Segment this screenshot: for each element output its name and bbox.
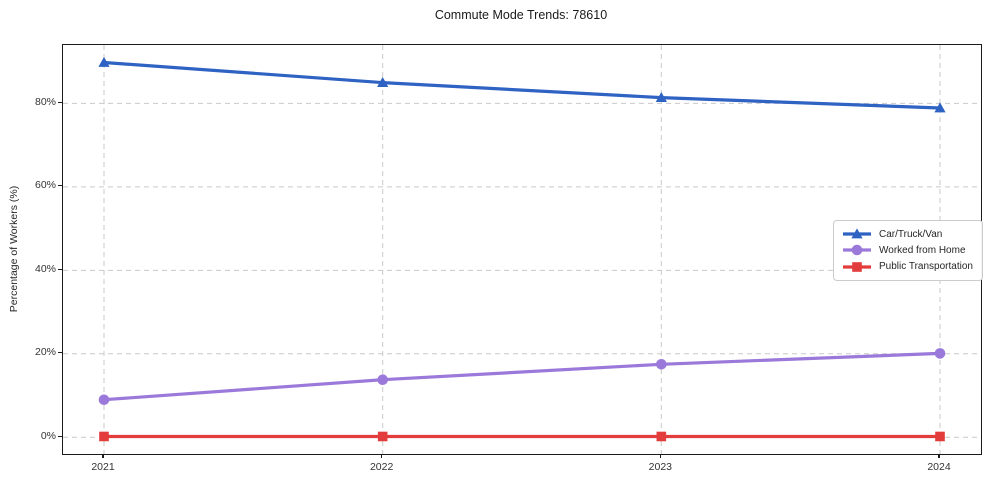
marker-square-icon	[99, 431, 109, 442]
plot-area	[62, 44, 982, 455]
legend-item-car-truck-van: Car/Truck/Van	[841, 226, 973, 242]
x-tick-mark	[381, 454, 383, 458]
x-tick-label: 2024	[927, 461, 951, 473]
chart-title: Commute Mode Trends: 78610	[434, 8, 608, 22]
marker-square-icon	[656, 431, 667, 442]
marker-circle-icon	[98, 394, 110, 406]
y-tick-label: 20%	[34, 346, 56, 359]
marker-square-icon	[377, 431, 388, 442]
legend-label: Worked from Home	[879, 244, 966, 256]
legend-item-worked-from-home: Worked from Home	[841, 242, 973, 258]
marker-circle-icon	[377, 374, 388, 386]
legend-line-circle-icon	[843, 245, 871, 256]
y-tick-mark	[58, 101, 62, 104]
y-tick-label: 80%	[34, 95, 56, 108]
series-line	[102, 351, 942, 402]
marker-triangle-icon	[655, 91, 667, 102]
marker-triangle-icon	[98, 56, 110, 67]
legend-item-public-transportation: Public Transportation	[841, 259, 973, 275]
y-axis-label: Percentage of Workers (%)	[8, 185, 20, 313]
marker-circle-icon	[656, 358, 667, 370]
y-tick-mark	[58, 185, 62, 187]
marker-circle-icon	[934, 348, 946, 359]
legend: Car/Truck/Van Worked from Home Public Tr…	[833, 220, 983, 281]
marker-triangle-icon	[934, 102, 946, 113]
x-tick-label: 2022	[369, 461, 394, 473]
marker-triangle-icon	[377, 76, 389, 87]
x-tick-label: 2021	[91, 461, 115, 473]
marker-triangle-icon	[851, 228, 863, 239]
y-tick-label: 40%	[34, 262, 56, 275]
legend-line-square-icon	[843, 262, 871, 272]
plot-canvas	[63, 45, 981, 454]
marker-square-icon	[852, 262, 862, 272]
y-tick-mark	[58, 435, 62, 437]
marker-circle-icon	[851, 245, 863, 256]
x-tick-label: 2023	[648, 461, 672, 473]
legend-line-triangle-icon	[843, 228, 871, 239]
x-tick-mark	[659, 454, 661, 458]
legend-label: Car/Truck/Van	[879, 228, 943, 240]
x-tick-mark	[102, 454, 104, 458]
y-tick-mark	[58, 352, 62, 354]
series-line	[102, 60, 942, 110]
y-tick-label: 60%	[34, 179, 56, 192]
legend-label: Public Transportation	[879, 261, 973, 273]
y-tick-mark	[58, 268, 62, 270]
x-tick-mark	[938, 454, 940, 458]
y-tick-label: 0%	[40, 429, 56, 442]
marker-square-icon	[935, 431, 945, 442]
